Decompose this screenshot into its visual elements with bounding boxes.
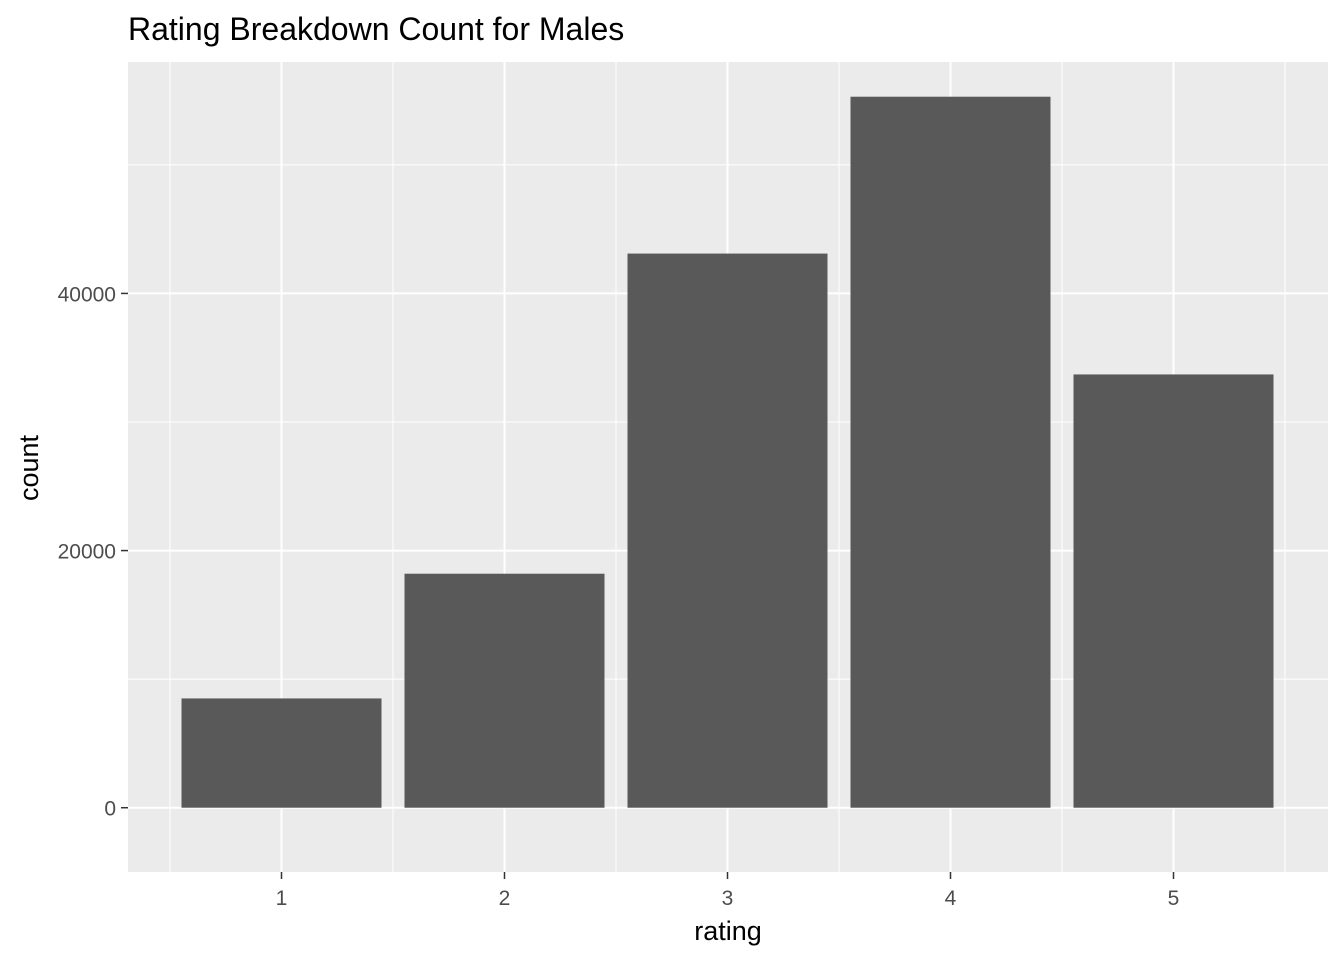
y-tick-label: 20000 bbox=[58, 541, 116, 564]
x-tick-label: 5 bbox=[1168, 887, 1180, 910]
y-tick-label: 40000 bbox=[58, 283, 116, 306]
y-tick-label: 0 bbox=[104, 798, 116, 821]
y-tick-labels: 0 20000 40000 bbox=[58, 283, 116, 820]
bar-5 bbox=[1073, 374, 1274, 808]
chart-title: Rating Breakdown Count for Males bbox=[128, 11, 624, 47]
y-axis-title: count bbox=[14, 434, 44, 501]
x-tick-label: 2 bbox=[499, 887, 511, 910]
x-tick-label: 3 bbox=[722, 887, 734, 910]
x-tick-label: 1 bbox=[276, 887, 288, 910]
axis-ticks bbox=[121, 292, 1175, 879]
bars bbox=[181, 96, 1274, 808]
bar-2 bbox=[404, 573, 605, 808]
bar-3 bbox=[627, 253, 828, 808]
bar-4 bbox=[850, 96, 1051, 808]
x-axis-title: rating bbox=[694, 916, 762, 946]
x-tick-label: 4 bbox=[945, 887, 957, 910]
bar-1 bbox=[181, 698, 382, 808]
x-tick-labels: 1 2 3 4 5 bbox=[276, 887, 1180, 910]
